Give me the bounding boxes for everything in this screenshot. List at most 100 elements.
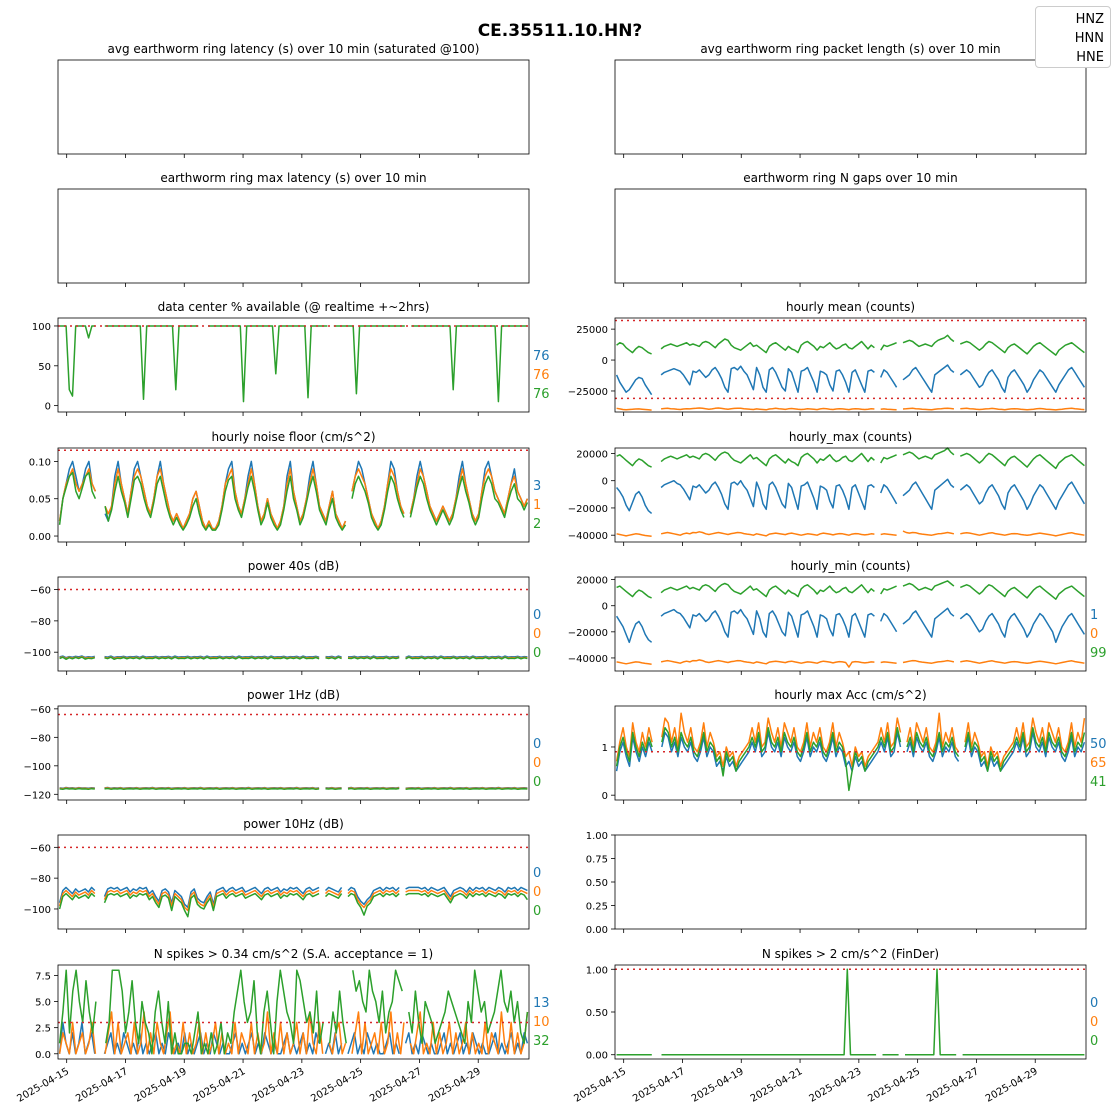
- y-tick-label: 0: [602, 791, 608, 802]
- series-line-hnn: [616, 530, 1085, 538]
- panel-title: hourly_max (counts): [789, 430, 912, 444]
- y-tick-label: −20000: [568, 628, 608, 639]
- side-value: 13: [533, 996, 550, 1011]
- panel-avg-packet: avg earthworm ring packet length (s) ove…: [614, 42, 1087, 158]
- side-value: 2: [533, 517, 541, 532]
- axes-frame: [614, 59, 1087, 155]
- panel-title: power 40s (dB): [248, 559, 339, 573]
- x-tick-label: 2025-04-15: [15, 1066, 71, 1105]
- y-tick-label: 0: [602, 602, 608, 613]
- panel-title: hourly mean (counts): [786, 300, 915, 314]
- side-value: 0: [1090, 1015, 1098, 1030]
- panel-title: avg earthworm ring packet length (s) ove…: [700, 42, 1000, 56]
- y-tick-label: 0.50: [586, 1008, 608, 1019]
- x-tick-label: 2025-04-29: [984, 1066, 1040, 1105]
- side-value: 0: [533, 904, 541, 919]
- side-value: 0: [533, 756, 541, 771]
- y-tick-label: 0.00: [586, 925, 608, 936]
- y-tick-label: 0.00: [29, 532, 51, 543]
- series-line-hne: [59, 656, 528, 661]
- series-line-hne: [616, 334, 1085, 356]
- y-tick-label: −60: [30, 586, 51, 597]
- y-tick-label: −60: [30, 843, 51, 854]
- x-tick-label: 2025-04-19: [690, 1066, 746, 1105]
- series-line-hnz: [615, 364, 1086, 396]
- side-value: 0: [533, 775, 541, 790]
- y-tick-label: −80: [30, 874, 51, 885]
- y-tick-label: 0: [602, 356, 608, 367]
- y-tick-label: −100: [24, 905, 51, 916]
- y-tick-label: 0.00: [586, 1051, 608, 1062]
- axes-frame: [57, 576, 530, 672]
- side-value: 3: [533, 479, 541, 494]
- x-tick-label: 2025-04-29: [427, 1066, 483, 1105]
- axes-frame: [57, 188, 530, 284]
- panel-max-latency: earthworm ring max latency (s) over 10 m…: [57, 171, 530, 287]
- panel-power-1hz: power 1Hz (dB) −120 −100 −80 −60 0 0 0: [24, 688, 541, 804]
- x-tick-label: 2025-04-19: [133, 1066, 189, 1105]
- panel-title: power 1Hz (dB): [247, 688, 340, 702]
- x-tick-label: 2025-04-25: [866, 1066, 922, 1105]
- legend-entry-hnn: HNN: [1074, 31, 1104, 46]
- y-tick-label: −40000: [568, 654, 608, 665]
- side-value: 10: [533, 1015, 550, 1030]
- panel-dc-available: data center % available (@ realtime +~2h…: [32, 300, 550, 416]
- series-line-hne: [59, 325, 528, 403]
- side-value: 1: [533, 498, 541, 513]
- y-tick-label: 0.05: [29, 495, 51, 506]
- axes-frame: [57, 447, 530, 543]
- panel-n-gaps: earthworm ring N gaps over 10 min: [614, 171, 1087, 287]
- legend-entry-hnz: HNZ: [1075, 12, 1104, 27]
- side-value: 0: [1090, 1034, 1098, 1049]
- series-line-hnz: [615, 731, 1086, 772]
- y-tick-label: 20000: [576, 576, 608, 587]
- panel-title: hourly_min (counts): [791, 559, 911, 573]
- y-tick-label: 0.25: [586, 902, 608, 913]
- series-line-hnz: [58, 886, 528, 909]
- series-line-hnz: [616, 478, 1086, 514]
- panel-title: hourly max Acc (cm/s^2): [774, 688, 926, 702]
- y-tick-label: 5.0: [35, 998, 51, 1009]
- axes-frame: [57, 834, 530, 930]
- y-tick-label: 1: [602, 743, 608, 754]
- y-tick-label: 100: [32, 322, 51, 333]
- side-value: 0: [1090, 627, 1098, 642]
- legend-entry-hne: HNE: [1076, 50, 1104, 65]
- x-tick-label: 2025-04-15: [572, 1066, 628, 1105]
- x-tick-label: 2025-04-23: [251, 1066, 307, 1105]
- series-line-hne: [58, 969, 529, 1055]
- y-tick-label: 7.5: [35, 971, 51, 982]
- panel-power-40s: power 40s (dB) −100 −80 −60 0 0 0: [24, 559, 541, 675]
- series-line-hne: [58, 892, 529, 918]
- x-tick-label: 2025-04-27: [925, 1066, 981, 1105]
- y-tick-label: −20000: [568, 504, 608, 515]
- y-tick-label: −80: [30, 617, 51, 628]
- panel-spikes-034: N spikes > 0.34 cm/s^2 (S.A. acceptance …: [15, 947, 549, 1105]
- x-tick-label: 2025-04-17: [74, 1066, 130, 1105]
- panel-title: earthworm ring N gaps over 10 min: [743, 171, 957, 185]
- x-tick-label: 2025-04-21: [749, 1066, 805, 1105]
- side-value: 0: [533, 866, 541, 881]
- side-value: 0: [1090, 996, 1098, 1011]
- axes-frame: [57, 705, 530, 801]
- panel-empty-panel: 0.00 0.25 0.50 0.75 1.00: [586, 831, 1087, 936]
- y-tick-label: 0.75: [586, 855, 608, 866]
- panel-title: data center % available (@ realtime +~2h…: [158, 300, 430, 314]
- y-tick-label: 20000: [576, 449, 608, 460]
- side-value: 32: [533, 1034, 550, 1049]
- axes-frame: [614, 834, 1087, 930]
- series-line-hnn: [616, 659, 1085, 668]
- x-tick-label: 2025-04-25: [309, 1066, 365, 1105]
- panel-avg-latency: avg earthworm ring latency (s) over 10 m…: [57, 42, 530, 158]
- panel-title: N spikes > 0.34 cm/s^2 (S.A. acceptance …: [154, 947, 433, 961]
- axes-frame: [614, 188, 1087, 284]
- axes-frame: [614, 576, 1087, 672]
- series-line-hnz: [615, 607, 1086, 644]
- side-value: 65: [1090, 756, 1107, 771]
- axes-frame: [614, 447, 1087, 543]
- side-value: 99: [1090, 646, 1107, 661]
- side-value: 0: [533, 885, 541, 900]
- panel-noise-floor: hourly noise floor (cm/s^2) 0.00 0.05 0.10 3…: [29, 430, 541, 546]
- side-value: 41: [1090, 775, 1107, 790]
- panel-hourly-min: hourly_min (counts) −40000 −20000 0 20000 1 0 9…: [568, 559, 1107, 675]
